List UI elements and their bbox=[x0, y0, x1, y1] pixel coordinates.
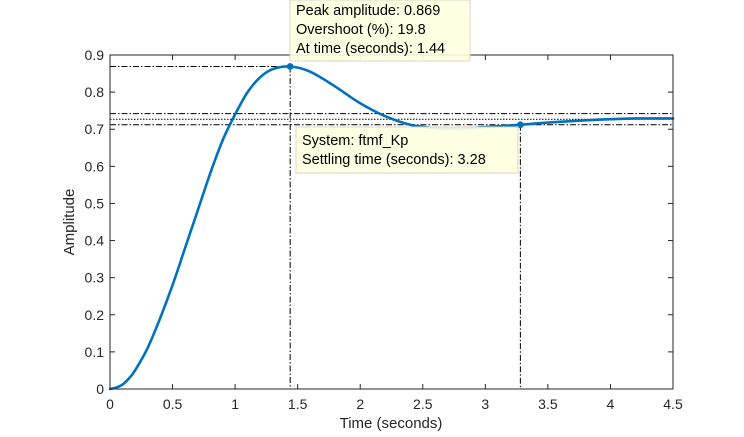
y-tick-label-5: 0.5 bbox=[85, 195, 105, 211]
peak-marker bbox=[286, 63, 294, 70]
x-tick-label-7: 3.5 bbox=[538, 396, 558, 412]
settling-time-text: Settling time (seconds): 3.28 bbox=[302, 152, 486, 168]
overshoot-text: Overshoot (%): 19.8 bbox=[296, 22, 426, 38]
settling-marker bbox=[516, 121, 524, 129]
y-tick-label-4: 0.4 bbox=[85, 233, 105, 249]
y-tick-label-0: 0 bbox=[96, 381, 104, 397]
system-name-text: System: ftmf_Kp bbox=[302, 133, 408, 149]
y-tick-label-1: 0.1 bbox=[85, 344, 105, 360]
data-markers bbox=[286, 63, 524, 129]
x-tick-label-3: 1.5 bbox=[288, 396, 308, 412]
y-tick-label-9: 0.9 bbox=[85, 47, 105, 63]
x-tick-label-2: 1 bbox=[231, 396, 239, 412]
x-tick-label-8: 4 bbox=[607, 396, 615, 412]
y-tick-label-6: 0.6 bbox=[85, 158, 105, 174]
y-axis-ticks: 0 0.1 0.2 0.3 0.4 0.5 0.6 0.7 0.8 0.9 bbox=[85, 47, 673, 397]
y-tick-label-7: 0.7 bbox=[85, 121, 105, 137]
settling-datatip-box bbox=[295, 126, 519, 174]
x-tick-label-9: 4.5 bbox=[663, 396, 683, 412]
y-tick-label-3: 0.3 bbox=[85, 270, 105, 286]
x-tick-label-5: 2.5 bbox=[413, 396, 433, 412]
x-axis-label: Time (seconds) bbox=[340, 415, 443, 432]
x-tick-label-1: 0.5 bbox=[163, 396, 183, 412]
settling-datatip[interactable]: System: ftmf_Kp Settling time (seconds):… bbox=[295, 126, 519, 174]
peak-time-text: At time (seconds): 1.44 bbox=[296, 41, 445, 57]
x-tick-label-4: 2 bbox=[356, 396, 364, 412]
y-tick-label-8: 0.8 bbox=[85, 84, 105, 100]
reference-lines bbox=[110, 66, 673, 389]
peak-amplitude-text: Peak amplitude: 0.869 bbox=[296, 3, 440, 19]
x-tick-label-0: 0 bbox=[106, 396, 114, 412]
y-tick-label-2: 0.2 bbox=[85, 307, 105, 323]
x-tick-label-6: 3 bbox=[481, 396, 489, 412]
plot-area bbox=[110, 55, 673, 389]
peak-datatip-box bbox=[289, 0, 471, 62]
y-axis-label: Amplitude bbox=[61, 189, 78, 256]
peak-datatip[interactable]: Peak amplitude: 0.869 Overshoot (%): 19.… bbox=[289, 0, 471, 62]
